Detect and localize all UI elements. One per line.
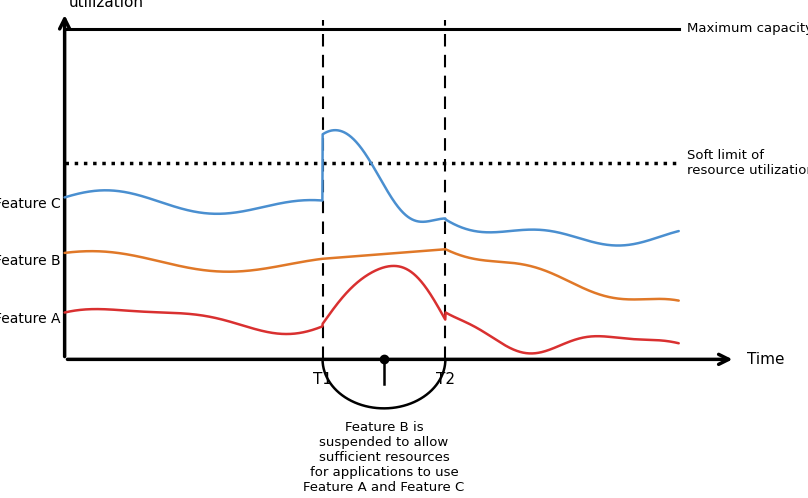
Text: Feature B: Feature B	[0, 254, 61, 268]
Text: Maximum capacity: Maximum capacity	[687, 22, 808, 35]
Text: T1: T1	[313, 372, 332, 386]
Text: T2: T2	[436, 372, 455, 386]
Text: Soft limit of
resource utilization: Soft limit of resource utilization	[687, 149, 808, 177]
Text: Resource
utilization: Resource utilization	[69, 0, 144, 10]
Text: Feature C: Feature C	[0, 197, 61, 211]
Text: Feature A: Feature A	[0, 312, 61, 326]
Text: Time: Time	[747, 352, 785, 367]
Text: Feature B is
suspended to allow
sufficient resources
for applications to use
Fea: Feature B is suspended to allow sufficie…	[303, 421, 465, 494]
